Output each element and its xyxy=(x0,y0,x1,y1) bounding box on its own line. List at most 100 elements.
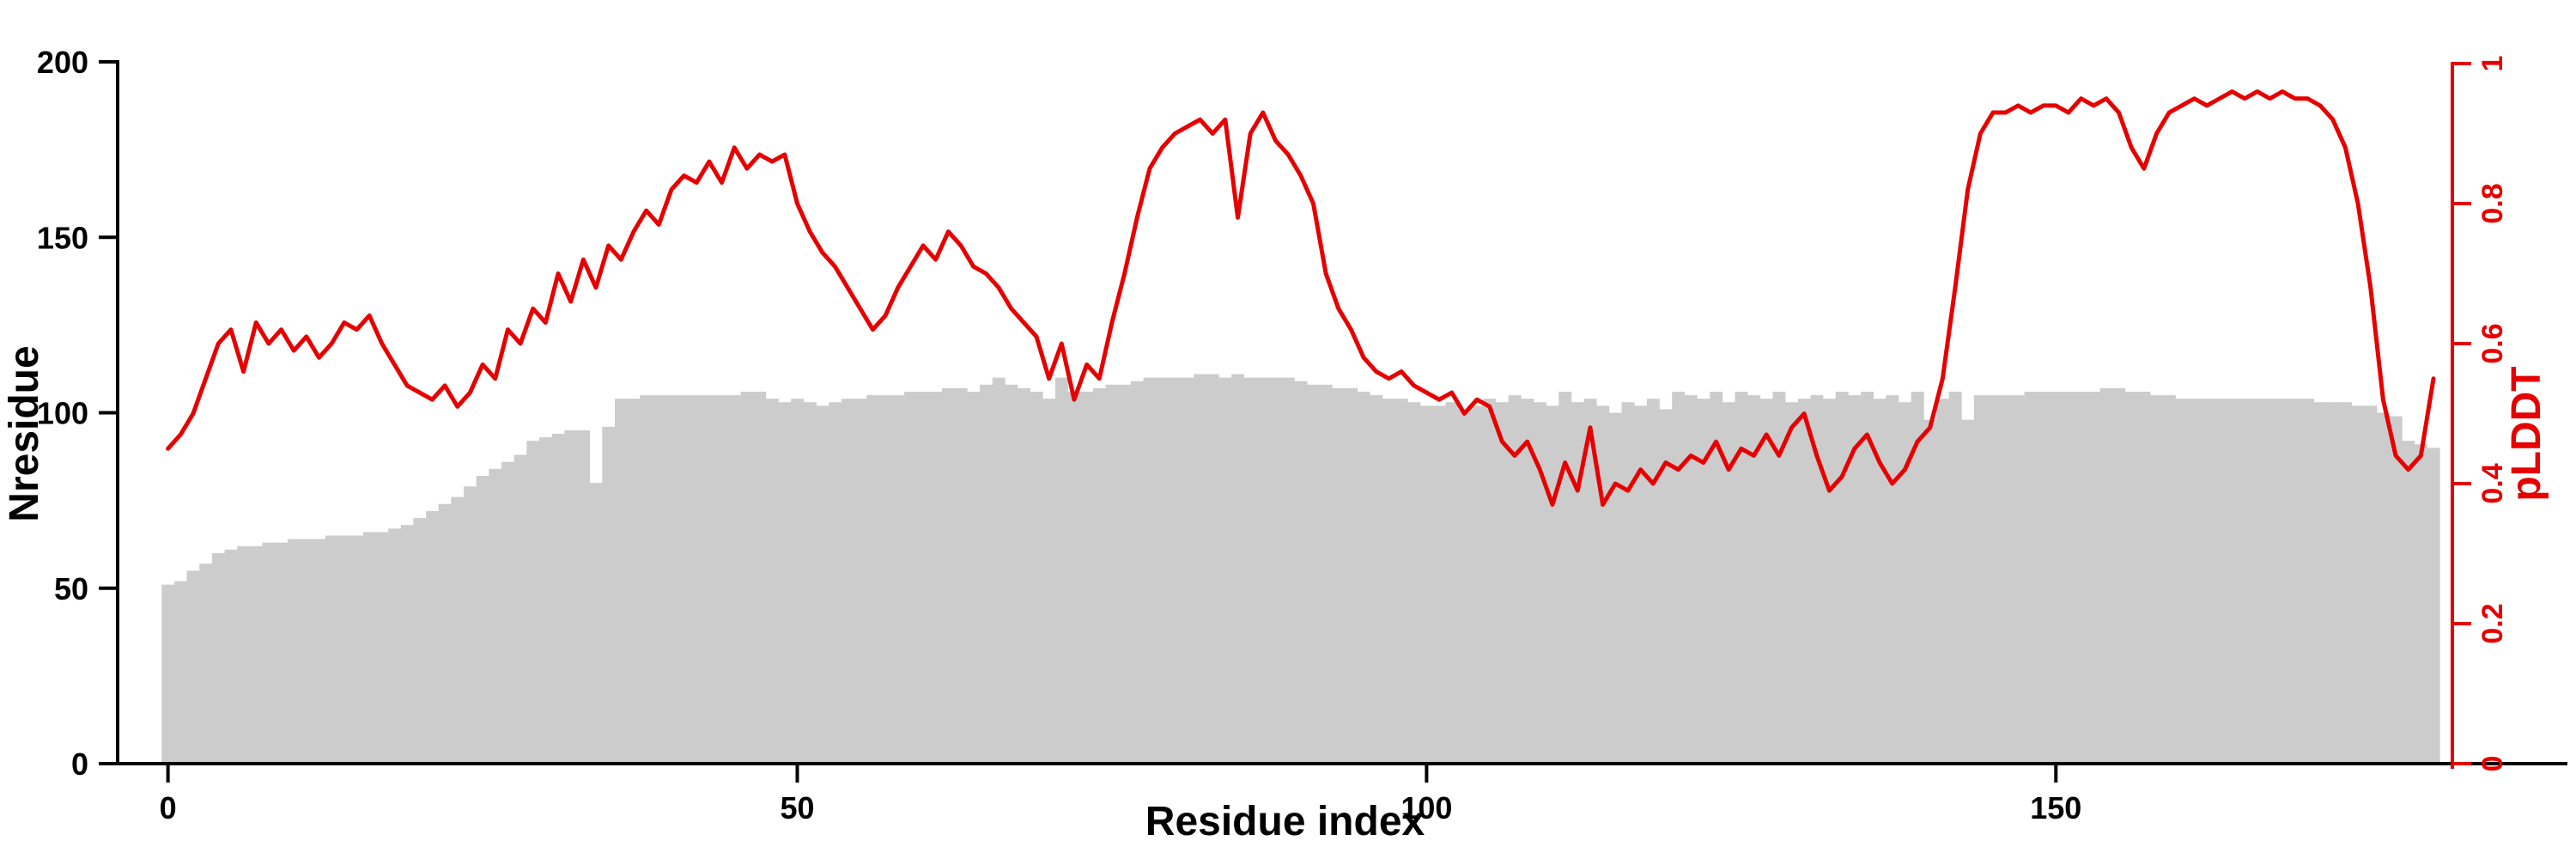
nresidue-bar xyxy=(1974,395,1987,764)
left-tick-label: 100 xyxy=(37,396,88,431)
nresidue-bar xyxy=(614,399,628,764)
nresidue-bars xyxy=(161,374,2440,764)
right-tick-label: 0.6 xyxy=(2476,323,2509,363)
nresidue-bar xyxy=(727,395,741,764)
nresidue-bar xyxy=(161,584,175,764)
nresidue-bar xyxy=(1521,399,1534,764)
nresidue-bar xyxy=(2263,399,2277,764)
nresidue-bar xyxy=(2288,399,2302,764)
right-tick-label: 1 xyxy=(2476,56,2509,72)
nresidue-bar xyxy=(1810,395,1824,764)
nresidue-bar xyxy=(1886,395,1899,764)
nresidue-bar xyxy=(1370,395,1383,764)
nresidue-bar xyxy=(854,399,867,764)
nresidue-bar xyxy=(753,391,767,764)
nresidue-bar xyxy=(1634,405,1648,764)
nresidue-bar xyxy=(967,391,981,764)
nresidue-bar xyxy=(1281,377,1295,764)
nresidue-bar xyxy=(375,532,389,764)
nresidue-bar xyxy=(2049,391,2063,764)
nresidue-bar xyxy=(2427,448,2440,764)
nresidue-bar xyxy=(2011,395,2025,764)
x-tick-label: 0 xyxy=(160,790,177,825)
nresidue-bar xyxy=(942,387,956,764)
nresidue-bar xyxy=(1042,399,1056,764)
nresidue-bar xyxy=(1986,395,2000,764)
nresidue-bar xyxy=(2402,441,2415,764)
nresidue-bar xyxy=(1294,381,1308,764)
nresidue-bar xyxy=(1143,377,1157,764)
nresidue-bar xyxy=(426,510,440,764)
nresidue-bar xyxy=(1018,387,1030,764)
nresidue-bar xyxy=(464,486,477,764)
nresidue-bar xyxy=(765,399,779,764)
nresidue-bar xyxy=(2377,412,2391,764)
nresidue-bar xyxy=(2213,399,2227,764)
nresidue-bar xyxy=(275,542,289,764)
right-tick-label: 0.8 xyxy=(2476,183,2509,223)
nresidue-bar xyxy=(2326,402,2340,764)
nresidue-bar xyxy=(1256,377,1270,764)
nresidue-bar xyxy=(2175,399,2189,764)
nresidue-bar xyxy=(1067,391,1081,764)
nresidue-bar xyxy=(2364,405,2378,764)
nresidue-bar xyxy=(2024,391,2038,764)
nresidue-bar xyxy=(665,395,678,764)
nresidue-bar xyxy=(1936,399,1949,764)
nresidue-bar xyxy=(551,434,565,764)
nresidue-bar xyxy=(2150,395,2164,764)
nresidue-bar xyxy=(992,377,1005,764)
nresidue-bar xyxy=(652,395,665,764)
nresidue-bar xyxy=(413,518,427,764)
nresidue-bar xyxy=(1407,402,1421,764)
nresidue-bar xyxy=(1105,384,1119,764)
nresidue-bar xyxy=(2087,391,2100,764)
nresidue-bar xyxy=(2200,399,2214,764)
nresidue-bar xyxy=(1722,402,1735,764)
nresidue-bar xyxy=(350,535,364,764)
nresidue-bar xyxy=(173,581,187,764)
nresidue-bar xyxy=(2339,402,2353,764)
nresidue-bar xyxy=(564,430,578,764)
nresidue-bar xyxy=(362,532,376,764)
x-axis-title: Residue index xyxy=(1145,799,1425,844)
nresidue-bar xyxy=(400,525,414,764)
nresidue-bar xyxy=(829,402,842,764)
nresidue-bar xyxy=(1319,384,1333,764)
nresidue-bar xyxy=(954,387,968,764)
nresidue-bar xyxy=(640,395,653,764)
nresidue-bar xyxy=(866,395,880,764)
nresidue-bar xyxy=(1583,399,1597,764)
nresidue-bar xyxy=(1772,391,1786,764)
nresidue-bar xyxy=(1332,387,1346,764)
nresidue-bar xyxy=(2251,399,2264,764)
nresidue-bar xyxy=(1608,412,1622,764)
nresidue-bar xyxy=(2112,387,2126,764)
nresidue-bar xyxy=(1382,399,1396,764)
nresidue-bar xyxy=(904,391,918,764)
nresidue-bar xyxy=(1596,405,1610,764)
nresidue-bar xyxy=(980,384,993,764)
nresidue-bar xyxy=(1181,377,1194,764)
nresidue-bar xyxy=(1130,381,1144,764)
nresidue-bar xyxy=(300,539,313,764)
nresidue-bar xyxy=(690,395,703,764)
nresidue-bar xyxy=(1357,391,1370,764)
nresidue-bar xyxy=(1483,399,1497,764)
nresidue-bar xyxy=(526,441,540,764)
nresidue-bar xyxy=(1546,405,1559,764)
nresidue-bar xyxy=(1194,374,1207,764)
nresidue-bar xyxy=(2389,416,2403,764)
x-tick-label: 150 xyxy=(2030,790,2081,825)
nresidue-bar xyxy=(1823,399,1837,764)
nresidue-bar xyxy=(1394,399,1408,764)
nresidue-bar xyxy=(1735,391,1748,764)
nresidue-bar xyxy=(2037,391,2050,764)
nresidue-bar xyxy=(1621,402,1635,764)
nresidue-bar xyxy=(1231,374,1245,764)
nresidue-bar xyxy=(2075,391,2088,764)
plddt-polyline xyxy=(166,89,2436,507)
nresidue-bar xyxy=(2162,395,2176,764)
nresidue-bar xyxy=(476,476,489,764)
